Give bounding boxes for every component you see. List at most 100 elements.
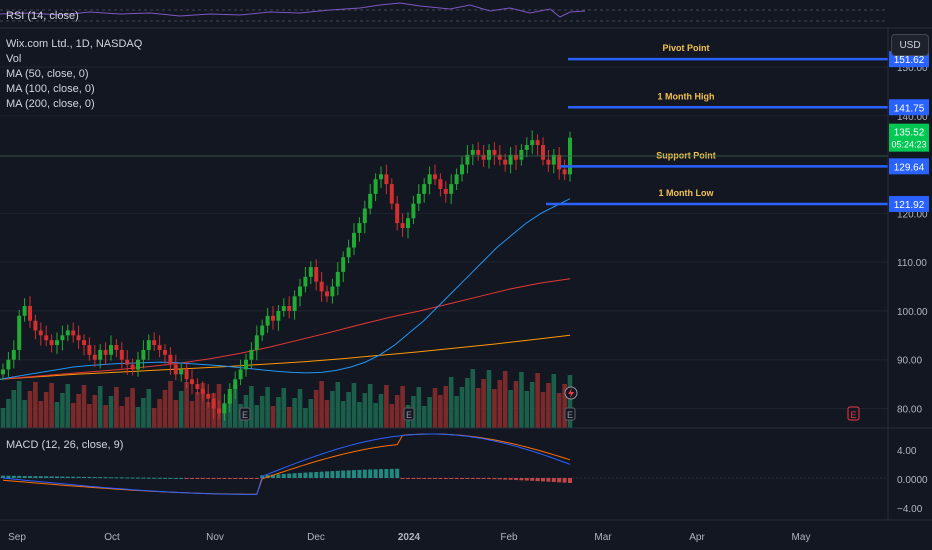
level-price-value: 121.92 bbox=[894, 200, 925, 211]
macd-histogram-bar bbox=[65, 476, 70, 478]
svg-text:E: E bbox=[242, 410, 248, 420]
earnings-icon[interactable]: E bbox=[564, 407, 576, 421]
candle-body bbox=[238, 369, 243, 380]
volume-bar bbox=[297, 389, 303, 428]
volume-bar bbox=[373, 403, 378, 428]
volume-bar bbox=[562, 384, 567, 428]
macd-panel bbox=[0, 433, 888, 495]
volume-bar bbox=[362, 393, 368, 428]
volume-bar bbox=[97, 386, 103, 428]
level-label: 1 Month Low bbox=[659, 188, 715, 198]
macd-histogram-bar bbox=[530, 478, 535, 481]
macd-histogram-bar bbox=[476, 478, 481, 479]
currency-button[interactable]: USD bbox=[891, 34, 929, 56]
candle-body bbox=[443, 188, 448, 194]
volume-bar bbox=[292, 398, 297, 428]
earnings-markers[interactable]: E E E E bbox=[239, 386, 860, 421]
macd-histogram-bar bbox=[254, 478, 259, 479]
candle-body bbox=[184, 369, 189, 380]
macd-tick-label: 4.00 bbox=[897, 446, 917, 457]
volume-bar bbox=[529, 382, 535, 428]
macd-histogram-bar bbox=[519, 478, 524, 481]
candle-body bbox=[541, 145, 545, 160]
candle-body bbox=[206, 393, 211, 399]
volume-bar bbox=[195, 392, 200, 428]
macd-histogram-bar bbox=[157, 477, 162, 479]
candle-body bbox=[38, 330, 43, 336]
main-legend: Wix.com Ltd., 1D, NASDAQ Vol MA (50, clo… bbox=[6, 37, 142, 112]
macd-histogram-bar bbox=[454, 478, 459, 479]
macd-histogram-bar bbox=[227, 478, 232, 479]
volume-bar bbox=[114, 387, 119, 428]
macd-histogram-bar bbox=[330, 471, 335, 478]
macd-histogram-bar bbox=[503, 478, 508, 480]
candle-body bbox=[411, 203, 416, 219]
volume-bar bbox=[146, 389, 152, 428]
price-axis[interactable]: 150.00 140.00 120.00 110.00 100.00 90.00 80.00… bbox=[889, 51, 929, 415]
price-tick-label: 90.00 bbox=[897, 356, 922, 367]
candle-body bbox=[200, 388, 205, 394]
countdown-timer: 05:24:23 bbox=[891, 140, 926, 150]
macd-histogram-bar bbox=[470, 478, 475, 479]
macd-histogram-bar bbox=[249, 478, 254, 479]
macd-histogram-bar bbox=[551, 478, 556, 482]
volume-bar bbox=[465, 378, 470, 428]
candle-body bbox=[92, 354, 97, 360]
macd-histogram-bar bbox=[195, 478, 200, 479]
candle-body bbox=[454, 174, 459, 185]
volume-bar bbox=[157, 399, 162, 428]
candle-body bbox=[44, 335, 49, 341]
candle-body bbox=[179, 369, 184, 375]
macd-histogram-bar bbox=[22, 475, 27, 478]
macd-histogram-bar bbox=[33, 476, 38, 478]
macd-histogram-bar bbox=[76, 476, 81, 478]
macd-histogram-bar bbox=[141, 477, 146, 479]
macd-histogram-bar bbox=[271, 474, 275, 478]
level-price-value: 151.62 bbox=[894, 55, 925, 66]
candle-body bbox=[389, 184, 394, 204]
earnings-icon[interactable]: E bbox=[847, 406, 860, 421]
macd-histogram-bar bbox=[487, 478, 491, 479]
macd-axis[interactable]: 4.00 0.0000 −4.00 bbox=[897, 446, 928, 515]
candle-body bbox=[6, 359, 11, 370]
macd-histogram-bar bbox=[244, 478, 248, 479]
svg-text:E: E bbox=[850, 410, 856, 420]
macd-histogram-bar bbox=[173, 477, 178, 479]
macd-histogram-bar bbox=[443, 478, 448, 479]
volume-bar bbox=[313, 390, 319, 428]
candlesticks bbox=[1, 130, 572, 421]
volume-bar bbox=[556, 393, 562, 428]
lightning-icon[interactable] bbox=[564, 386, 578, 400]
macd-histogram-bar bbox=[60, 476, 65, 478]
candle-body bbox=[449, 184, 454, 194]
candle-body bbox=[33, 320, 38, 331]
candle-body bbox=[76, 335, 81, 341]
volume-bar bbox=[551, 374, 557, 428]
symbol-title: Wix.com Ltd., 1D, NASDAQ bbox=[6, 38, 143, 50]
candle-body bbox=[17, 315, 22, 350]
volume-bar bbox=[27, 391, 33, 428]
macd-histogram-bar bbox=[433, 478, 437, 479]
macd-histogram-bar bbox=[346, 470, 351, 478]
macd-histogram-bar bbox=[168, 477, 173, 479]
volume-bar bbox=[546, 383, 551, 428]
macd-histogram-bar bbox=[422, 478, 427, 479]
macd-histogram-bar bbox=[114, 477, 119, 479]
candle-body bbox=[330, 286, 335, 297]
volume-bar bbox=[508, 390, 513, 428]
earnings-icon[interactable]: E bbox=[239, 407, 251, 421]
volume-bar bbox=[254, 405, 260, 428]
candle-body bbox=[233, 379, 238, 389]
time-axis[interactable]: Sep Oct Nov Dec 2024 Feb Mar Apr May bbox=[8, 532, 810, 543]
volume-bar bbox=[276, 397, 281, 428]
earnings-icon[interactable]: E bbox=[403, 407, 415, 421]
volume-bar bbox=[497, 380, 503, 428]
volume-bar bbox=[265, 387, 270, 428]
ma200-line bbox=[0, 334, 571, 380]
macd-histogram-bar bbox=[362, 469, 367, 478]
candle-body bbox=[470, 149, 475, 155]
candle-body bbox=[492, 149, 497, 155]
candle-body bbox=[260, 325, 265, 336]
volume-bar bbox=[232, 385, 238, 428]
